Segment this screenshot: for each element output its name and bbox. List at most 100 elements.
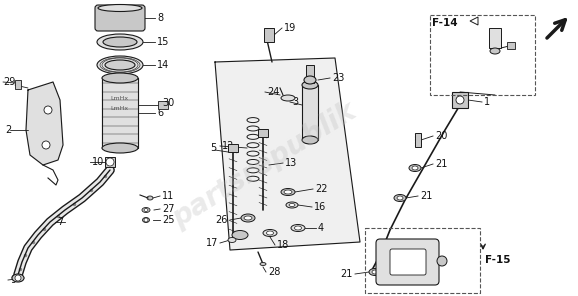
Ellipse shape	[412, 166, 418, 170]
Ellipse shape	[97, 56, 143, 74]
Ellipse shape	[397, 196, 403, 200]
FancyBboxPatch shape	[390, 249, 426, 275]
Polygon shape	[215, 58, 360, 250]
Ellipse shape	[394, 194, 406, 202]
Text: 29: 29	[3, 77, 16, 87]
Text: 20: 20	[435, 131, 447, 141]
Text: LmHx: LmHx	[110, 96, 128, 101]
Text: 22: 22	[315, 184, 328, 194]
Text: 16: 16	[314, 202, 326, 212]
Text: 14: 14	[157, 60, 169, 70]
Ellipse shape	[103, 37, 137, 47]
Ellipse shape	[147, 196, 153, 200]
Circle shape	[44, 106, 52, 114]
Text: partsrepublik: partsrepublik	[168, 97, 362, 233]
Ellipse shape	[295, 226, 302, 230]
Ellipse shape	[281, 95, 295, 101]
Ellipse shape	[302, 81, 318, 89]
Ellipse shape	[102, 73, 138, 83]
Bar	[415, 133, 421, 147]
Ellipse shape	[289, 204, 295, 207]
Bar	[105, 157, 115, 167]
Text: 9: 9	[10, 275, 16, 285]
Bar	[264, 28, 274, 42]
Ellipse shape	[284, 190, 292, 194]
Text: 21: 21	[340, 269, 353, 279]
Text: 21: 21	[435, 159, 447, 169]
Text: 6: 6	[157, 108, 163, 118]
Bar	[365, 228, 480, 293]
Text: 8: 8	[157, 13, 163, 23]
Text: 15: 15	[157, 37, 169, 47]
Bar	[228, 144, 238, 152]
Text: 12: 12	[222, 141, 234, 151]
Text: 23: 23	[332, 73, 344, 83]
Ellipse shape	[490, 48, 500, 54]
Circle shape	[42, 141, 50, 149]
Ellipse shape	[372, 270, 378, 274]
Ellipse shape	[97, 34, 143, 50]
FancyBboxPatch shape	[376, 239, 439, 285]
Circle shape	[456, 96, 464, 104]
Ellipse shape	[409, 165, 421, 171]
Bar	[15, 80, 21, 89]
Text: 27: 27	[162, 204, 175, 214]
FancyBboxPatch shape	[95, 5, 145, 31]
Ellipse shape	[142, 207, 150, 213]
Ellipse shape	[286, 202, 298, 208]
Ellipse shape	[302, 136, 318, 144]
Circle shape	[437, 256, 447, 266]
Bar	[430, 15, 535, 95]
Ellipse shape	[281, 189, 295, 195]
Text: 3: 3	[292, 97, 298, 107]
Bar	[302, 85, 318, 140]
Ellipse shape	[102, 143, 138, 153]
Circle shape	[144, 218, 148, 222]
Ellipse shape	[12, 274, 24, 282]
Text: 7: 7	[57, 217, 63, 227]
Ellipse shape	[98, 4, 142, 12]
Text: 30: 30	[162, 98, 174, 108]
Text: 1: 1	[484, 97, 490, 107]
Text: 17: 17	[206, 238, 218, 248]
Text: 18: 18	[277, 240, 289, 250]
Text: 25: 25	[162, 215, 175, 225]
Ellipse shape	[260, 263, 266, 266]
Text: 24: 24	[267, 87, 279, 97]
Ellipse shape	[105, 60, 135, 70]
Text: 5: 5	[210, 143, 216, 153]
Ellipse shape	[266, 231, 273, 235]
Text: 19: 19	[284, 23, 297, 33]
Polygon shape	[470, 17, 478, 25]
Ellipse shape	[228, 237, 236, 242]
Text: F-14: F-14	[432, 18, 458, 28]
Text: 21: 21	[420, 191, 432, 201]
Ellipse shape	[244, 216, 252, 220]
Circle shape	[15, 275, 21, 281]
Polygon shape	[26, 82, 63, 165]
Text: 28: 28	[268, 267, 280, 277]
Ellipse shape	[369, 268, 381, 276]
Ellipse shape	[241, 214, 255, 222]
Text: 11: 11	[162, 191, 174, 201]
Ellipse shape	[291, 224, 305, 231]
Bar	[489, 28, 501, 48]
Polygon shape	[102, 78, 138, 148]
Bar	[452, 92, 468, 108]
Ellipse shape	[232, 231, 248, 239]
Ellipse shape	[304, 76, 316, 84]
Circle shape	[106, 158, 114, 166]
Bar	[158, 101, 168, 109]
Text: 13: 13	[285, 158, 297, 168]
Bar	[507, 42, 515, 49]
Text: F-15: F-15	[485, 255, 510, 265]
Text: 26: 26	[216, 215, 228, 225]
Ellipse shape	[263, 229, 277, 237]
Ellipse shape	[143, 218, 150, 223]
Text: 2: 2	[5, 125, 11, 135]
Text: 10: 10	[92, 157, 104, 167]
Bar	[258, 129, 268, 137]
Text: 4: 4	[318, 223, 324, 233]
Ellipse shape	[144, 208, 148, 212]
Bar	[306, 65, 314, 83]
